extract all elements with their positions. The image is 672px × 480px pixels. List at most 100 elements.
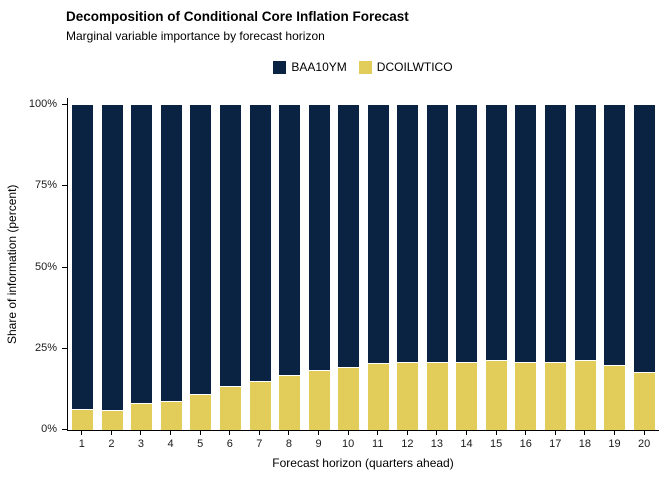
bar-segment-baa10ym [338, 105, 360, 367]
bar-segment-baa10ym [574, 105, 596, 361]
x-tick-label: 11 [372, 438, 384, 450]
bar-segment-dcoilwtico [633, 372, 655, 430]
bar-segment-dcoilwtico [604, 365, 626, 430]
x-tick-label: 1 [78, 438, 85, 450]
bar-segment-dcoilwtico [72, 408, 94, 430]
x-tick-mark [258, 431, 260, 435]
x-tick: 1 [67, 431, 97, 453]
bar-segment-dcoilwtico [160, 400, 182, 430]
x-tick: 5 [185, 431, 215, 453]
x-tick-mark [584, 431, 586, 435]
x-tick-mark [613, 431, 615, 435]
bar-group-h7 [245, 105, 275, 430]
x-tick: 8 [274, 431, 304, 453]
bar-group-h18 [570, 105, 600, 430]
bar-segment-dcoilwtico [367, 363, 389, 430]
y-tick-label: 0% [41, 423, 57, 435]
bar-group-h3 [127, 105, 157, 430]
x-tick-mark [525, 431, 527, 435]
stacked-bar [397, 105, 419, 430]
bar-segment-dcoilwtico [574, 360, 596, 430]
bar-segment-dcoilwtico [220, 386, 241, 430]
y-tick-mark [62, 347, 67, 349]
stacked-bar [190, 105, 212, 430]
x-tick: 17 [541, 431, 571, 453]
bar-segment-baa10ym [131, 105, 153, 404]
x-tick-label: 8 [285, 438, 293, 450]
x-tick-mark [140, 431, 142, 435]
x-tick: 13 [422, 431, 452, 453]
x-tick-mark [81, 431, 83, 435]
stacked-bar [249, 105, 271, 430]
bar-group-h5 [186, 105, 216, 430]
bar-group-h4 [157, 105, 187, 430]
y-tick-label: 100% [28, 98, 57, 111]
stacked-bar [604, 105, 626, 430]
bar-segment-dcoilwtico [515, 362, 537, 430]
bar-group-h20 [629, 105, 659, 430]
chart-title: Decomposition of Conditional Core Inflat… [66, 9, 409, 24]
bar-segment-dcoilwtico [131, 403, 153, 430]
x-tick: 7 [245, 431, 275, 453]
bar-segment-baa10ym [633, 105, 655, 373]
x-tick-mark [170, 431, 172, 435]
stacked-bar [338, 105, 360, 430]
bar-segment-dcoilwtico [249, 381, 271, 430]
bar-segment-dcoilwtico [485, 360, 507, 430]
stacked-bar [72, 105, 94, 430]
bar-segment-baa10ym [249, 105, 271, 382]
legend-label-baa10ym: BAA10YM [291, 60, 347, 74]
bar-segment-baa10ym [72, 105, 94, 409]
y-tick-mark [62, 429, 67, 430]
bar-segment-dcoilwtico [308, 369, 330, 430]
y-tick-label: 75% [34, 179, 57, 192]
bar-segment-baa10ym [426, 105, 448, 362]
y-tick-mark [62, 104, 67, 106]
bar-segment-baa10ym [279, 105, 301, 375]
bar-segment-dcoilwtico [456, 362, 478, 430]
bar-segment-baa10ym [220, 105, 241, 387]
bar-group-h16 [511, 105, 541, 430]
x-tick-mark [318, 431, 320, 435]
x-tick-mark [199, 431, 201, 435]
bar-group-h9 [304, 105, 334, 430]
x-tick-label: 20 [637, 438, 651, 450]
bar-segment-baa10ym [190, 105, 212, 395]
x-tick-label: 3 [137, 438, 145, 450]
plot-area [67, 98, 659, 431]
stacked-bar [367, 105, 389, 430]
x-tick-mark [377, 431, 379, 435]
x-tick-label: 12 [401, 438, 414, 450]
x-tick-label: 6 [226, 438, 233, 450]
bar-segment-dcoilwtico [397, 361, 419, 430]
x-axis-title: Forecast horizon (quarters ahead) [272, 456, 454, 470]
x-tick-mark [347, 431, 349, 435]
bar-group-h6 [216, 105, 246, 430]
y-tick-label: 25% [34, 341, 57, 354]
bar-segment-baa10ym [545, 105, 567, 362]
bar-segment-baa10ym [456, 105, 478, 363]
x-tick-mark [466, 431, 468, 435]
stacked-bar [279, 105, 301, 430]
bar-group-h10 [334, 105, 364, 430]
x-tick-mark [436, 431, 438, 435]
x-tick: 2 [97, 431, 127, 453]
bar-segment-dcoilwtico [279, 374, 301, 430]
stacked-bar [456, 105, 478, 430]
bar-group-h2 [98, 105, 128, 430]
bar-segment-dcoilwtico [190, 394, 212, 430]
bars-container [68, 98, 659, 430]
x-tick-label: 14 [460, 438, 473, 450]
x-tick: 14 [452, 431, 482, 453]
x-tick-label: 10 [342, 438, 355, 450]
x-tick: 19 [600, 431, 630, 453]
bar-segment-baa10ym [101, 105, 123, 410]
stacked-bar [101, 105, 123, 430]
stacked-bar [633, 105, 655, 430]
stacked-bar [545, 105, 567, 430]
bar-segment-dcoilwtico [545, 361, 567, 430]
bar-segment-dcoilwtico [101, 409, 123, 430]
bar-segment-dcoilwtico [338, 366, 360, 430]
legend-item-dcoilwtico: DCOILWTICO [358, 60, 453, 74]
